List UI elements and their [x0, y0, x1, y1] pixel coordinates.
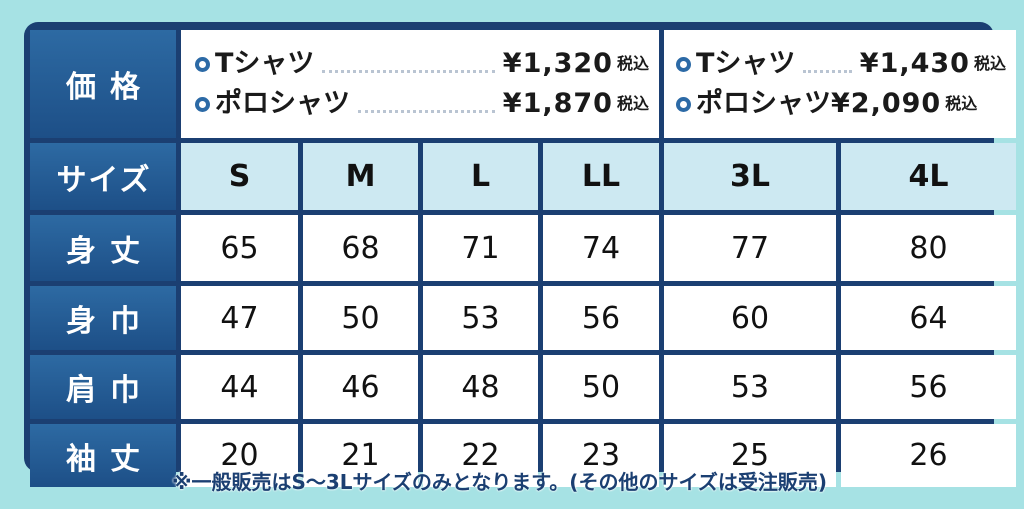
measurement-cell: 26 [841, 424, 1016, 487]
measurement-cell: 20 [181, 424, 298, 487]
measurement-cell: 80 [841, 215, 1016, 281]
size-price-table: 価格 Tシャツ ¥1,320 税込 ポロシャツ ¥1,870 税込 Tシャツ ¥… [30, 30, 1016, 487]
measurement-cell: 46 [303, 355, 418, 419]
measurement-cell: 44 [181, 355, 298, 419]
item-name: Tシャツ [215, 48, 315, 79]
size-header-cell: S [181, 143, 298, 210]
bullet-icon [676, 96, 691, 112]
price-line-polo: ポロシャツ ¥1,870 税込 [195, 87, 649, 121]
measurement-cell: 71 [423, 215, 538, 281]
price-box-large-sizes: Tシャツ ¥1,430 税込 ポロシャツ ¥2,090 税込 [664, 30, 1016, 138]
dotted-leader [803, 56, 852, 73]
measurement-cell: 64 [841, 286, 1016, 350]
measurement-cell: 50 [543, 355, 659, 419]
measurement-cell: 68 [303, 215, 418, 281]
size-header-cell: M [303, 143, 418, 210]
item-name: Tシャツ [696, 48, 796, 79]
row-label-price: 価格 [30, 30, 176, 138]
price-line-tshirt: Tシャツ ¥1,320 税込 [195, 47, 649, 81]
row-label-body-width: 身巾 [30, 286, 176, 350]
tax-label: 税込 [616, 54, 649, 73]
row-label-sleeve-length: 袖丈 [30, 424, 176, 487]
row-label-body-length: 身丈 [30, 215, 176, 281]
size-header-cell: 3L [664, 143, 836, 210]
item-price: ¥1,870 [502, 88, 613, 119]
measurement-cell: 53 [664, 355, 836, 419]
bullet-icon [195, 96, 210, 112]
bullet-icon [195, 56, 210, 72]
item-name: ポロシャツ [696, 88, 831, 119]
measurement-cell: 56 [543, 286, 659, 350]
tax-label: 税込 [973, 54, 1006, 73]
measurement-cell: 22 [423, 424, 538, 487]
dotted-leader [322, 56, 495, 73]
item-price: ¥1,320 [502, 48, 613, 79]
measurement-cell: 25 [664, 424, 836, 487]
item-name: ポロシャツ [215, 88, 350, 119]
sales-note: ※一般販売はS～3Lサイズのみとなります。(その他のサイズは受注販売) [172, 470, 827, 494]
measurement-cell: 56 [841, 355, 1016, 419]
measurement-cell: 23 [543, 424, 659, 487]
item-price: ¥2,090 [831, 88, 942, 119]
measurement-cell: 74 [543, 215, 659, 281]
item-price: ¥1,430 [859, 48, 970, 79]
size-header-cell: L [423, 143, 538, 210]
measurement-cell: 53 [423, 286, 538, 350]
row-label-size: サイズ [30, 143, 176, 210]
measurement-cell: 60 [664, 286, 836, 350]
size-header-cell: LL [543, 143, 659, 210]
size-header-cell: 4L [841, 143, 1016, 210]
measurement-cell: 50 [303, 286, 418, 350]
bullet-icon [676, 56, 691, 72]
dotted-leader [358, 96, 495, 113]
measurement-cell: 21 [303, 424, 418, 487]
measurement-cell: 77 [664, 215, 836, 281]
price-line-polo: ポロシャツ ¥2,090 税込 [676, 87, 1006, 121]
price-line-tshirt: Tシャツ ¥1,430 税込 [676, 47, 1006, 81]
measurement-cell: 65 [181, 215, 298, 281]
measurement-cell: 47 [181, 286, 298, 350]
tax-label: 税込 [945, 94, 978, 113]
row-label-shoulder-width: 肩巾 [30, 355, 176, 419]
price-box-regular-sizes: Tシャツ ¥1,320 税込 ポロシャツ ¥1,870 税込 [181, 30, 659, 138]
measurement-cell: 48 [423, 355, 538, 419]
tax-label: 税込 [616, 94, 649, 113]
